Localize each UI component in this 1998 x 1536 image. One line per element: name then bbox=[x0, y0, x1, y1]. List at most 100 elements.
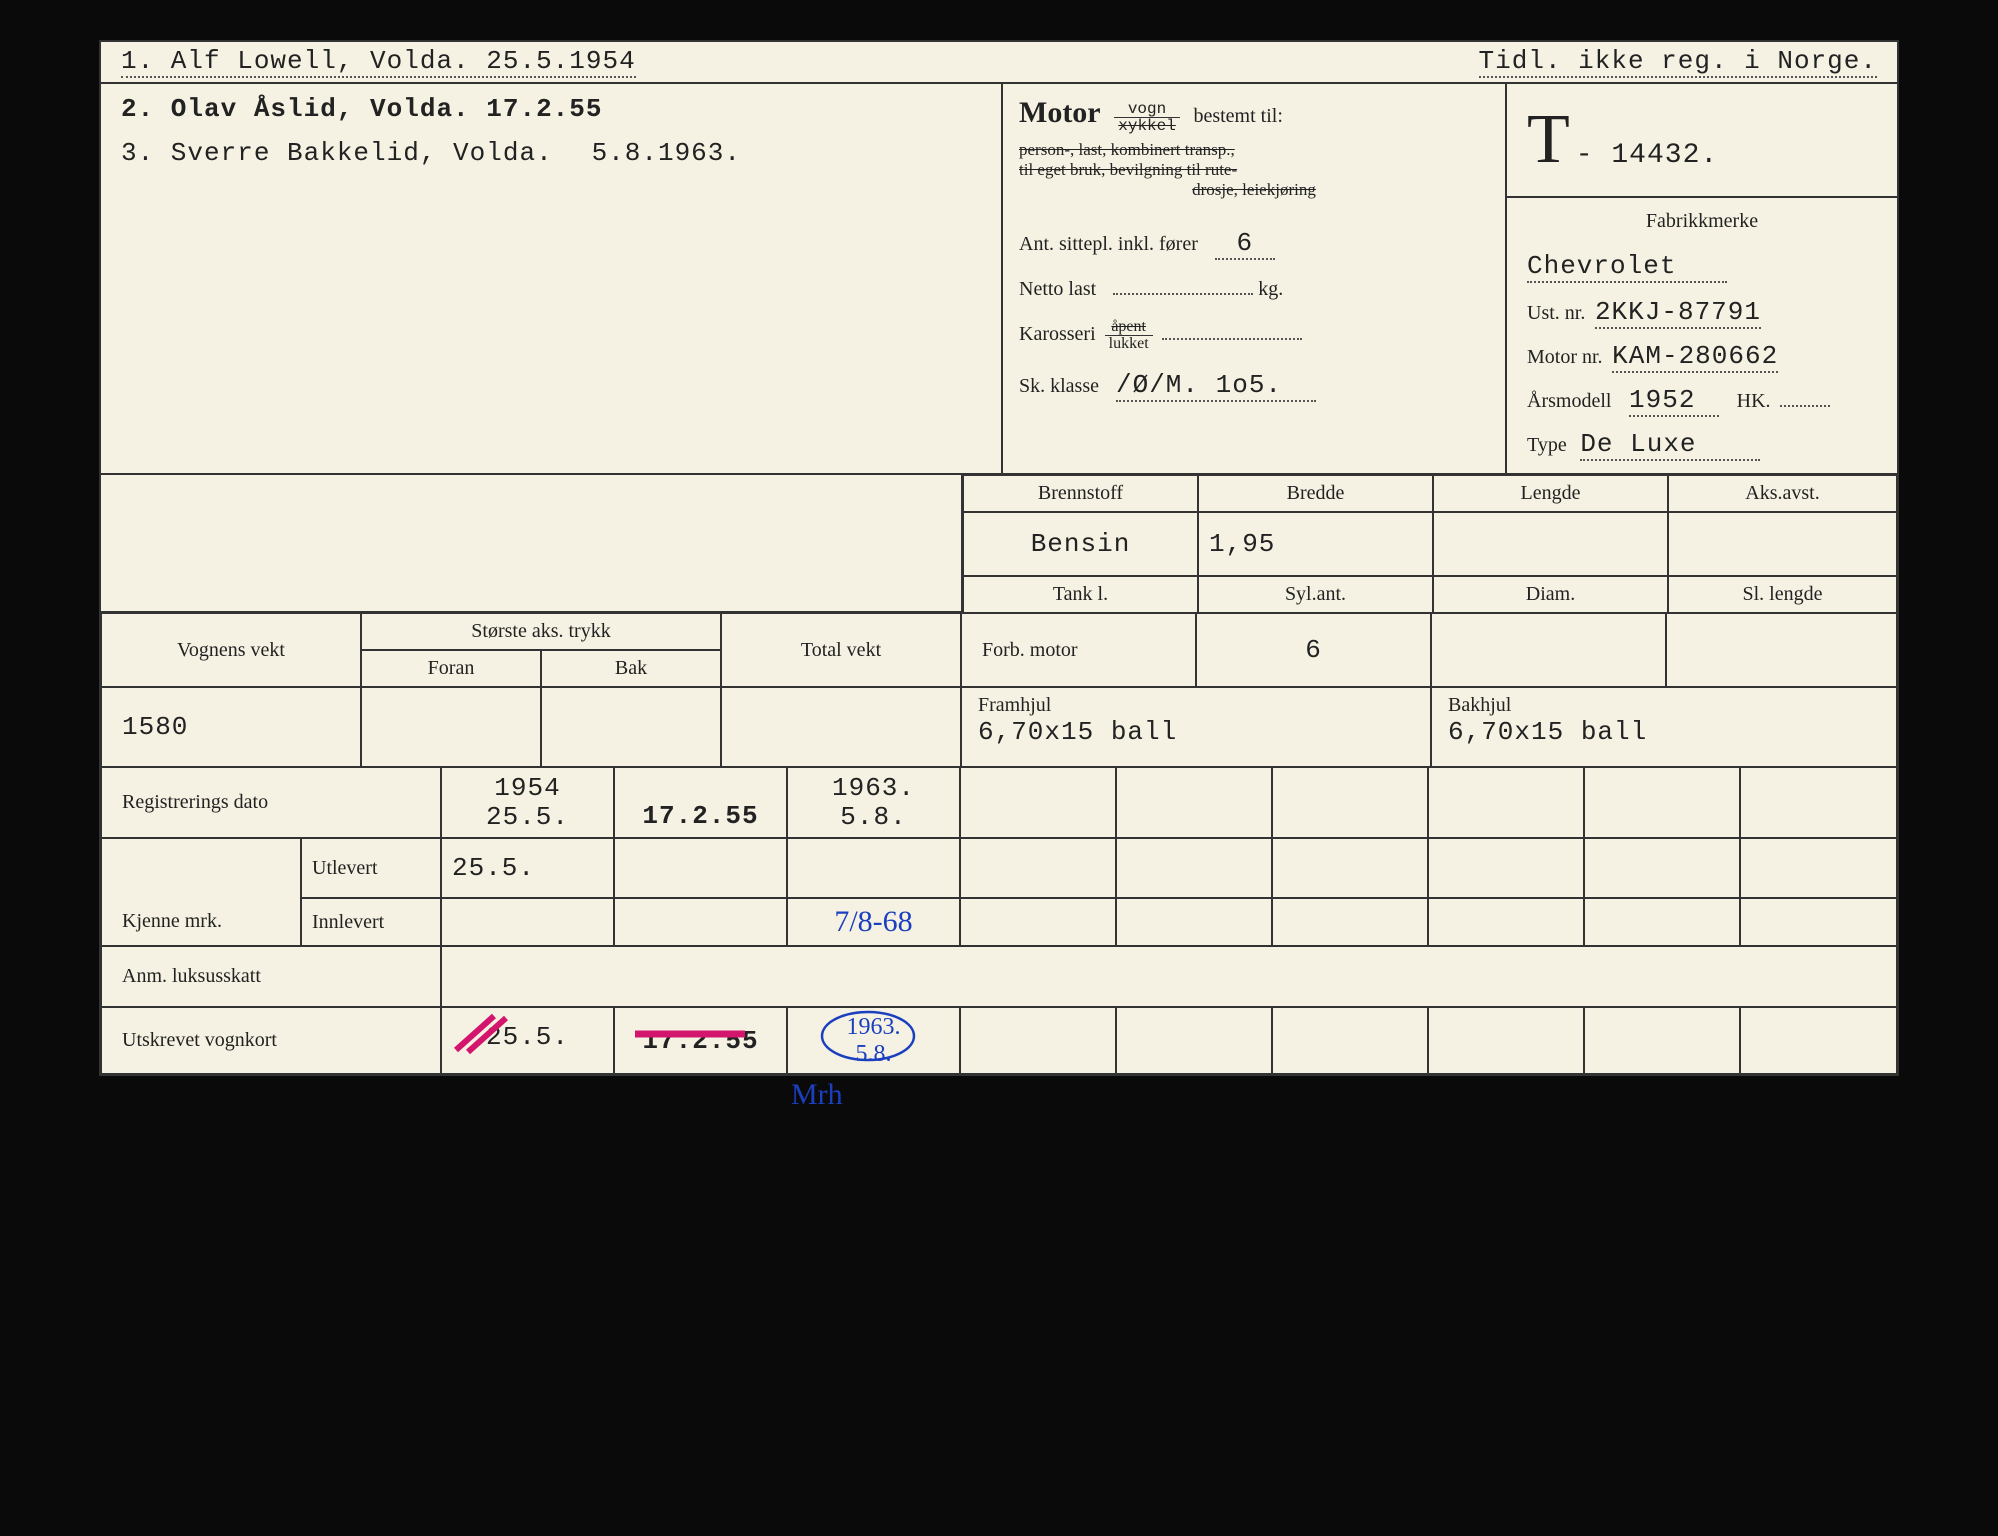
aks-value bbox=[1668, 512, 1897, 576]
owner1-text: 1. Alf Lowell, Volda. 25.5.1954 bbox=[121, 46, 636, 78]
aks-label: Aks.avst. bbox=[1668, 475, 1897, 512]
weight-wheels-row: 1580 Framhjul 6,70x15 ball Bakhjul 6,70x… bbox=[101, 687, 1897, 767]
utlevert-c2 bbox=[614, 838, 787, 898]
rear-wheel-cell: Bakhjul 6,70x15 ball bbox=[1431, 687, 1897, 767]
anm-value bbox=[441, 946, 1897, 1007]
forb-value: 6 bbox=[1196, 613, 1431, 687]
seats-row: Ant. sittepl. inkl. fører 6 bbox=[1019, 228, 1489, 260]
vk-c7 bbox=[1428, 1007, 1584, 1074]
kjenne-label-1 bbox=[101, 838, 301, 898]
bak-label: Bak bbox=[541, 650, 721, 687]
ust-value: 2KKJ-87791 bbox=[1595, 297, 1761, 329]
utlevert-c7 bbox=[1428, 838, 1584, 898]
reg-prefix: T bbox=[1527, 100, 1570, 180]
total-label: Total vekt bbox=[721, 613, 961, 687]
sk-label: Sk. klasse bbox=[1019, 375, 1099, 397]
utlevert-row: Utlevert 25.5. bbox=[101, 838, 1897, 898]
owner-line-1: 1. Alf Lowell, Volda. 25.5.1954 Tidl. ik… bbox=[101, 42, 1897, 84]
left-spacer-2 bbox=[101, 512, 963, 576]
anm-label: Anm. luksusskatt bbox=[101, 946, 441, 1007]
make-box: Fabrikkmerke Chevrolet Ust. nr. 2KKJ-877… bbox=[1507, 198, 1897, 473]
regdate-row: Registrerings dato 1954 25.5. 17.2.55 19… bbox=[101, 767, 1897, 838]
total-value bbox=[721, 687, 961, 767]
bestemt: bestemt til: bbox=[1193, 105, 1282, 127]
rc1b: 25.5. bbox=[452, 803, 603, 832]
utlevert-label: Utlevert bbox=[301, 838, 441, 898]
vk-c4 bbox=[960, 1007, 1116, 1074]
length-value bbox=[1433, 512, 1668, 576]
front-label: Framhjul bbox=[978, 694, 1414, 717]
sl-value bbox=[1666, 613, 1897, 687]
netto-unit: kg. bbox=[1258, 278, 1283, 300]
innlevert-c1 bbox=[441, 898, 614, 946]
vognkort-row: Utskrevet vognkort 25.5. 17.2.55 1963. 5… bbox=[101, 1007, 1897, 1074]
innlevert-c6 bbox=[1272, 898, 1428, 946]
innlevert-c5 bbox=[1116, 898, 1272, 946]
vk-c8 bbox=[1584, 1007, 1740, 1074]
frac-top: vogn bbox=[1114, 101, 1180, 118]
reg-number: - 14432. bbox=[1576, 140, 1718, 171]
front-value: 6,70x15 ball bbox=[978, 717, 1414, 747]
sk-value: /Ø/M. 1o5. bbox=[1116, 370, 1316, 402]
vk-c5 bbox=[1116, 1007, 1272, 1074]
ust-row: Ust. nr. 2KKJ-87791 bbox=[1527, 297, 1877, 329]
owners-block: 2. Olav Åslid, Volda. 17.2.55 3. Sverre … bbox=[101, 84, 1003, 473]
utlevert-c6 bbox=[1272, 838, 1428, 898]
utlevert-c3 bbox=[787, 838, 960, 898]
innlevert-c4 bbox=[960, 898, 1116, 946]
netto-value bbox=[1113, 293, 1253, 295]
make-label: Fabrikkmerke bbox=[1527, 210, 1877, 233]
desc2: til eget bruk, bevilgning til rute- bbox=[1019, 160, 1489, 180]
innlevert-label: Innlevert bbox=[301, 898, 441, 946]
ust-label: Ust. nr. bbox=[1527, 302, 1585, 324]
netto-row: Netto last kg. bbox=[1019, 278, 1489, 301]
fuel-label: Brennstoff bbox=[963, 475, 1198, 512]
kjenne-label: Kjenne mrk. bbox=[101, 898, 301, 946]
syl-label: Syl.ant. bbox=[1198, 576, 1433, 613]
type-label: Type bbox=[1527, 434, 1567, 456]
year-row: Årsmodell 1952 HK. bbox=[1527, 385, 1877, 417]
sl-label: Sl. lengde bbox=[1668, 576, 1897, 613]
left-spacer-3 bbox=[101, 576, 963, 613]
motornr-row: Motor nr. KAM-280662 bbox=[1527, 341, 1877, 373]
karosseri-frac: åpent lukket bbox=[1105, 319, 1153, 352]
innlevert-c2 bbox=[614, 898, 787, 946]
length-label: Lengde bbox=[1433, 475, 1668, 512]
width-label: Bredde bbox=[1198, 475, 1433, 512]
forb-label: Forb. motor bbox=[961, 613, 1196, 687]
owner2: 2. Olav Åslid, Volda. 17.2.55 bbox=[121, 94, 981, 124]
sk-row: Sk. klasse /Ø/M. 1o5. bbox=[1019, 370, 1489, 402]
innlevert-row: Kjenne mrk. Innlevert 7/8-68 bbox=[101, 898, 1897, 946]
vk-c1: 25.5. bbox=[441, 1007, 614, 1074]
regdate-c7 bbox=[1428, 767, 1584, 838]
registration-card: 1. Alf Lowell, Volda. 25.5.1954 Tidl. ik… bbox=[99, 40, 1899, 1076]
motor-box: Motor vogn xykkel bestemt til: person-, … bbox=[1003, 84, 1507, 473]
utlevert-c8 bbox=[1584, 838, 1740, 898]
rear-label: Bakhjul bbox=[1448, 694, 1880, 717]
dims-value-row: Bensin 1,95 bbox=[101, 512, 1897, 576]
regdate-c8 bbox=[1584, 767, 1740, 838]
kar-bot: lukket bbox=[1105, 336, 1153, 352]
foran-label: Foran bbox=[361, 650, 541, 687]
owner3-date: 5.8.1963. bbox=[592, 138, 741, 168]
strike-mark-1 bbox=[450, 1012, 530, 1056]
desc1: person-, last, kombinert transp., bbox=[1019, 140, 1489, 160]
year-label: Årsmodell bbox=[1527, 390, 1611, 412]
vognens-label: Vognens vekt bbox=[101, 613, 361, 687]
utlevert-c9 bbox=[1740, 838, 1897, 898]
regdate-label: Registrerings dato bbox=[101, 767, 441, 838]
innlevert-c7 bbox=[1428, 898, 1584, 946]
vk-c9 bbox=[1740, 1007, 1897, 1074]
rc3b: 5.8. bbox=[798, 803, 949, 832]
rc3t: 1963. bbox=[798, 774, 949, 803]
owner3-row: 3. Sverre Bakkelid, Volda. 5.8.1963. bbox=[121, 138, 741, 168]
utlevert-c1: 25.5. bbox=[441, 838, 614, 898]
weight-header-row: Vognens vekt Største aks. trykk Foran Ba… bbox=[101, 613, 1897, 687]
fuel-value: Bensin bbox=[963, 512, 1198, 576]
motor-fraction: vogn xykkel bbox=[1114, 101, 1180, 134]
kar-top: åpent bbox=[1105, 319, 1153, 336]
innlevert-c8 bbox=[1584, 898, 1740, 946]
make-value: Chevrolet bbox=[1527, 251, 1727, 283]
hk-value bbox=[1780, 405, 1830, 407]
karosseri-label: Karosseri bbox=[1019, 323, 1096, 345]
